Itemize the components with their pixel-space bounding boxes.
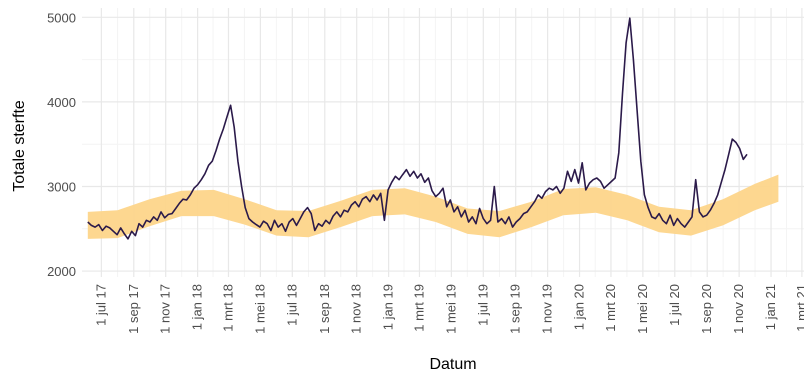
- x-tick-labels: 1 jul 17 1 sep 17 1 nov 17 1 jan 18 1 mrt 18…: [93, 284, 804, 334]
- y-tick-label: 5000: [47, 10, 76, 25]
- y-tick-labels: 2000 3000 4000 5000: [47, 10, 76, 279]
- x-tick-label: 1 mrt 18: [220, 284, 235, 332]
- x-tick-label: 1 sep 20: [699, 284, 714, 334]
- x-tick-label: 1 jan 21: [763, 284, 778, 330]
- x-axis-title: Datum: [429, 356, 476, 373]
- series-line-layer: [87, 17, 748, 240]
- x-tick-label: 1 mrt 20: [603, 284, 618, 332]
- y-tick-label: 2000: [47, 264, 76, 279]
- x-tick-label: 1 sep 18: [317, 284, 332, 334]
- x-tick-label: 1 nov 18: [349, 284, 364, 334]
- x-tick-label: 1 jan 18: [190, 284, 205, 330]
- x-tick-label: 1 jul 18: [284, 284, 299, 326]
- major-grid: [82, 8, 804, 277]
- x-tick-label: 1 mei 20: [635, 284, 650, 334]
- x-tick-label: 1 mei 19: [443, 284, 458, 334]
- prediction-band: [87, 174, 779, 239]
- y-tick-label: 3000: [47, 179, 76, 194]
- x-tick-label: 1 sep 19: [508, 284, 523, 334]
- x-tick-label: 1 jan 20: [572, 284, 587, 330]
- x-tick-label: 1 jan 19: [381, 284, 396, 330]
- prediction-band-layer: [87, 174, 779, 239]
- x-tick-label: 1 jul 19: [475, 284, 490, 326]
- x-tick-label: 1 nov 17: [158, 284, 173, 334]
- x-tick-label: 1 mei 18: [252, 284, 267, 334]
- x-tick-label: 1 jul 17: [93, 284, 108, 326]
- y-tick-label: 4000: [47, 95, 76, 110]
- x-tick-label: 1 nov 19: [540, 284, 555, 334]
- x-tick-label: 1 sep 17: [126, 284, 141, 334]
- minor-grid: [82, 8, 804, 277]
- mortality-line: [87, 17, 748, 240]
- y-axis-title: Totale sterfte: [11, 100, 28, 192]
- x-tick-label: 1 mrt 21: [794, 284, 804, 332]
- x-tick-label: 1 mrt 19: [411, 284, 426, 332]
- x-tick-label: 1 jul 20: [667, 284, 682, 326]
- x-tick-label: 1 nov 20: [731, 284, 746, 334]
